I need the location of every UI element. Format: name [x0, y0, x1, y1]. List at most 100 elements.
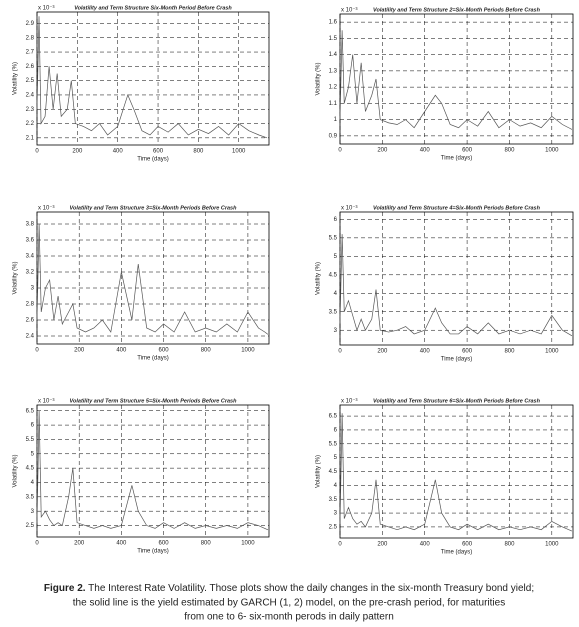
y-tick-label: 5.5 — [26, 437, 35, 443]
y-tick-label: 4.5 — [26, 466, 35, 472]
x-tick-label: 800 — [201, 541, 212, 547]
y-tick-label: 3.8 — [26, 222, 35, 228]
x-tick-label: 400 — [116, 348, 127, 354]
y-tick-label: 2.5 — [26, 78, 35, 84]
y-axis-label: Volatility (%) — [13, 454, 19, 487]
y-tick-label: 4 — [334, 291, 338, 297]
y-tick-label: 2.6 — [26, 318, 35, 324]
y-tick-label: 2.6 — [26, 64, 35, 70]
y-tick-label: 3 — [334, 511, 338, 517]
y-axis-label: Volatility (%) — [316, 455, 322, 488]
plot-area — [36, 404, 270, 538]
y-tick-label: 2.8 — [26, 35, 35, 41]
y-multiplier: x 10⁻³ — [38, 6, 55, 12]
y-tick-label: 2.8 — [26, 302, 35, 308]
volatility-line — [339, 30, 573, 130]
chart-title: Volatility and Term Structure 2=Six-Mont… — [373, 7, 541, 13]
x-tick-label: 800 — [504, 349, 515, 355]
y-tick-label: 1 — [334, 117, 338, 123]
y-tick-label: 3.2 — [26, 270, 35, 276]
y-tick-label: 1.1 — [329, 101, 338, 107]
chart-title: Volatility and Term Structure 5=Six-Mont… — [70, 398, 238, 404]
x-tick-label: 400 — [420, 542, 431, 548]
x-tick-label: 0 — [35, 348, 39, 354]
x-tick-label: 400 — [420, 349, 431, 355]
y-axis-label: Volatility (%) — [316, 62, 322, 95]
x-tick-label: 800 — [193, 149, 204, 155]
x-tick-label: 800 — [504, 148, 515, 154]
y-tick-label: 5.5 — [329, 441, 338, 447]
y-axis-label: Volatility (%) — [13, 261, 19, 294]
y-tick-label: 3.5 — [329, 309, 338, 315]
x-tick-label: 200 — [74, 541, 85, 547]
plot-area — [339, 211, 574, 346]
x-axis-label: Time (days) — [441, 156, 472, 162]
x-tick-label: 1000 — [232, 149, 246, 155]
y-tick-label: 1.6 — [329, 20, 338, 26]
y-tick-label: 5.5 — [329, 235, 338, 241]
y-axis-label: Volatility (%) — [316, 262, 322, 295]
x-tick-label: 600 — [153, 149, 164, 155]
x-tick-label: 200 — [377, 148, 388, 154]
x-tick-label: 200 — [74, 348, 85, 354]
y-multiplier: x 10⁻³ — [341, 8, 358, 14]
x-tick-label: 0 — [35, 149, 39, 155]
y-tick-label: 1.3 — [329, 68, 338, 74]
x-tick-label: 200 — [377, 349, 388, 355]
volatility-line — [36, 223, 269, 335]
x-tick-label: 600 — [159, 541, 170, 547]
y-tick-label: 3.5 — [26, 494, 35, 500]
volatility-line — [36, 410, 269, 531]
y-tick-label: 2.3 — [26, 107, 35, 113]
x-tick-label: 1000 — [241, 348, 255, 354]
plot-area — [36, 11, 270, 146]
x-tick-label: 0 — [338, 542, 342, 548]
x-tick-label: 200 — [72, 149, 83, 155]
chart-title: Volatility and Term Structure 4=Six-Mont… — [373, 205, 541, 211]
y-tick-label: 3.4 — [26, 254, 35, 260]
y-tick-label: 1.5 — [329, 36, 338, 42]
volatility-line — [339, 234, 573, 337]
x-axis-label: Time (days) — [441, 550, 472, 556]
x-axis-label: Time (days) — [137, 356, 168, 362]
chart-title: Volatility and Term Structure 3=Six-Mont… — [70, 205, 238, 211]
y-tick-label: 6 — [334, 428, 338, 434]
caption-line: Figure 2. The Interest Rate Volatility. … — [44, 583, 534, 594]
y-tick-label: 1.2 — [329, 85, 338, 91]
x-tick-label: 600 — [159, 348, 170, 354]
caption-line: the solid line is the yield estimated by… — [73, 598, 505, 609]
y-multiplier: x 10⁻³ — [341, 399, 358, 405]
y-tick-label: 3 — [31, 509, 35, 515]
y-tick-label: 5 — [31, 451, 35, 457]
y-tick-label: 3.6 — [26, 238, 35, 244]
y-tick-label: 4.5 — [329, 272, 338, 278]
y-tick-label: 2.7 — [26, 50, 35, 56]
x-axis-label: Time (days) — [441, 357, 472, 363]
y-tick-label: 6 — [31, 423, 35, 429]
x-tick-label: 0 — [338, 148, 342, 154]
x-tick-label: 600 — [462, 148, 473, 154]
y-tick-label: 1.4 — [329, 52, 338, 58]
volatility-line — [339, 413, 573, 532]
x-tick-label: 1000 — [545, 542, 559, 548]
plot-area — [36, 211, 270, 345]
x-tick-label: 600 — [462, 542, 473, 548]
x-tick-label: 200 — [377, 542, 388, 548]
y-multiplier: x 10⁻³ — [38, 399, 55, 405]
caption-line: from one to 6- six-month perods in daily… — [184, 612, 394, 623]
x-axis-label: Time (days) — [137, 549, 168, 555]
x-tick-label: 1000 — [545, 148, 559, 154]
plot-area — [339, 13, 574, 145]
chart-title: Volatility and Term Structure Six-Month … — [74, 5, 232, 11]
y-multiplier: x 10⁻³ — [341, 206, 358, 212]
y-axis-label: Volatility (%) — [13, 62, 19, 95]
x-axis-label: Time (days) — [137, 157, 168, 163]
y-tick-label: 4 — [31, 480, 35, 486]
x-tick-label: 800 — [504, 542, 515, 548]
y-tick-label: 5 — [334, 455, 338, 461]
x-tick-label: 600 — [462, 349, 473, 355]
y-tick-label: 5 — [334, 254, 338, 260]
y-tick-label: 2.2 — [26, 121, 35, 127]
y-tick-label: 4 — [334, 483, 338, 489]
